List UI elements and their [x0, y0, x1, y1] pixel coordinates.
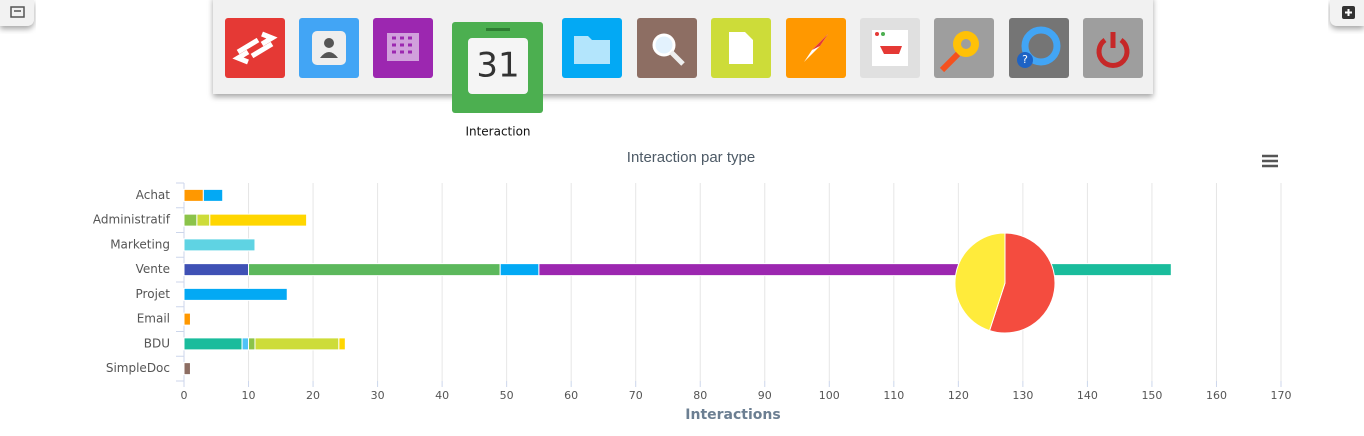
pie-slice: [954, 232, 1006, 332]
bar-segment: [183, 188, 204, 202]
dock-active-label: Interaction: [465, 125, 530, 139]
left-corner-button[interactable]: [0, 0, 34, 26]
y-tick-label: Achat: [136, 188, 171, 202]
icon-calendar-active[interactable]: 31: [452, 22, 543, 113]
icon-settings[interactable]: [934, 18, 994, 78]
x-tick-label: 10: [242, 389, 256, 402]
calendar-day: 31: [476, 46, 519, 86]
icon-shop[interactable]: [860, 18, 920, 78]
icon-company[interactable]: [373, 18, 433, 78]
icon-help[interactable]: ?: [1009, 18, 1069, 78]
x-tick-label: 160: [1206, 389, 1227, 402]
bar-segment: [183, 238, 256, 252]
x-tick-label: 120: [948, 389, 969, 402]
x-axis-title: Interactions: [685, 407, 780, 423]
x-tick-label: 60: [564, 389, 578, 402]
y-tick-label: Marketing: [110, 237, 170, 251]
icon-power[interactable]: [1083, 18, 1143, 78]
pie-slice: [988, 232, 1056, 334]
x-tick-label: 30: [371, 389, 385, 402]
x-tick-label: 110: [883, 389, 904, 402]
icon-folder[interactable]: [562, 18, 622, 78]
bar-segment: [183, 287, 288, 301]
x-tick-label: 170: [1271, 389, 1292, 402]
icon-contact[interactable]: [299, 18, 359, 78]
chart-title: Interaction par type: [627, 149, 755, 166]
help-glyph: ?: [1022, 53, 1028, 66]
bar-segment: [499, 263, 540, 277]
x-tick-label: 80: [693, 389, 707, 402]
icon-document[interactable]: [711, 18, 771, 78]
chart-menu-button[interactable]: [1262, 154, 1278, 168]
y-tick-label: Administratif: [93, 213, 171, 227]
y-tick-label: BDU: [144, 336, 170, 350]
bar-segment: [183, 213, 198, 227]
x-tick-label: 130: [1012, 389, 1033, 402]
bar-segment: [183, 337, 243, 351]
x-tick-label: 100: [819, 389, 840, 402]
x-tick-label: 40: [435, 389, 449, 402]
x-tick-label: 50: [500, 389, 514, 402]
bar-segment: [183, 362, 191, 376]
icon-exchange[interactable]: [225, 18, 285, 78]
bar-segment: [254, 337, 340, 351]
right-corner-button[interactable]: [1330, 0, 1364, 26]
bar-segment: [241, 337, 250, 351]
y-tick-label: Projet: [136, 287, 171, 301]
x-tick-label: 150: [1141, 389, 1162, 402]
x-tick-label: 140: [1077, 389, 1098, 402]
icon-search[interactable]: [637, 18, 697, 78]
bar-segment: [338, 337, 346, 351]
dock-icons: 31 ?: [225, 18, 1143, 113]
bar-segment: [202, 188, 224, 202]
plot: 0 10 20 30 40 50 60 70 80 90 100 110 120 130 140 150 160…: [93, 182, 1292, 402]
bar-segment: [538, 263, 1005, 277]
bar-segment: [196, 213, 211, 227]
x-tick-label: 0: [181, 389, 188, 402]
x-tick-label: 70: [629, 389, 643, 402]
x-tick-label: 20: [306, 389, 320, 402]
y-tick-label: Vente: [136, 262, 170, 276]
bar-segment: [183, 263, 250, 277]
bar-segment: [209, 213, 308, 227]
x-tick-label: 90: [758, 389, 772, 402]
y-tick-label: Email: [137, 312, 170, 326]
bar-segment: [183, 312, 191, 326]
bar-segment: [248, 337, 256, 351]
icon-compass[interactable]: [786, 18, 846, 78]
bar-segment: [248, 263, 501, 277]
y-tick-label: SimpleDoc: [106, 361, 170, 375]
